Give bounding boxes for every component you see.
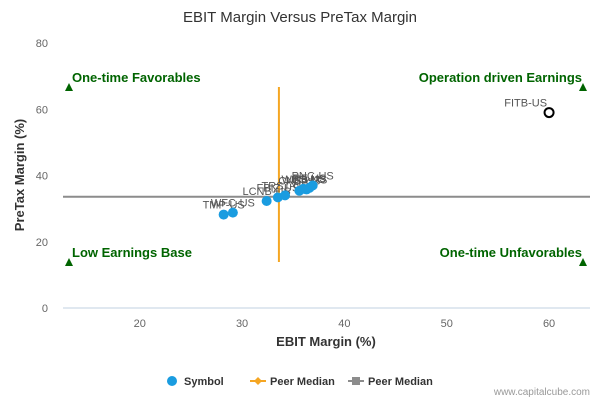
- x-ticks: 20 30 40 50 60: [134, 318, 556, 330]
- quadrant-label-bottom-right: One-time Unfavorables: [440, 245, 582, 260]
- quadrant-label-bottom-left: Low Earnings Base: [72, 245, 192, 260]
- x-axis-title: EBIT Margin (%): [276, 334, 376, 349]
- legend-diamond-icon: [254, 377, 262, 385]
- y-tick-label: 60: [36, 104, 48, 116]
- x-tick-label: 30: [236, 318, 248, 330]
- peer-median-lines: [63, 87, 590, 262]
- quadrant-marker-icon: [65, 83, 73, 91]
- y-ticks: 0 20 40 60 80: [36, 38, 48, 315]
- data-points: TMP-USWFC-USLCNB-USFBIZ-USTRST-USCNB-USW…: [203, 98, 555, 220]
- quadrant-label-top-right: Operation driven Earnings: [419, 70, 582, 85]
- legend-item-label: Peer Median: [270, 376, 335, 388]
- data-point[interactable]: [227, 207, 238, 218]
- data-point[interactable]: [218, 209, 229, 220]
- quadrant-marker-icon: [65, 258, 73, 266]
- chart-title: EBIT Margin Versus PreTax Margin: [183, 9, 417, 26]
- data-point[interactable]: [261, 196, 272, 207]
- y-tick-label: 40: [36, 171, 48, 183]
- data-point[interactable]: [280, 190, 291, 201]
- legend-square-icon: [352, 377, 360, 385]
- point-label: FBIZ-US: [257, 182, 300, 194]
- y-tick-label: 20: [36, 237, 48, 249]
- y-tick-label: 80: [36, 38, 48, 50]
- y-tick-label: 0: [42, 303, 48, 315]
- data-point[interactable]: [307, 180, 318, 191]
- point-label: FITB-US: [504, 98, 547, 110]
- legend-item-label: Symbol: [184, 376, 224, 388]
- quadrant-label-top-left: One-time Favorables: [72, 70, 201, 85]
- point-label: RF-US: [293, 173, 327, 185]
- quadrant-labels: One-time Favorables Operation driven Earn…: [65, 70, 587, 266]
- x-tick-label: 50: [441, 318, 453, 330]
- y-axis-title: PreTax Margin (%): [12, 119, 27, 231]
- point-label: PNC-US: [292, 170, 334, 182]
- x-tick-label: 60: [543, 318, 555, 330]
- quadrant-marker-icon: [579, 258, 587, 266]
- point-label: WFC-US: [211, 198, 255, 210]
- quadrant-marker-icon: [579, 83, 587, 91]
- legend-circle-icon: [167, 376, 177, 386]
- legend-item-label: Peer Median: [368, 376, 433, 388]
- x-tick-label: 20: [134, 318, 146, 330]
- legend: Symbol Peer Median Peer Median: [167, 376, 433, 388]
- credit-text: www.capitalcube.com: [493, 387, 590, 398]
- data-point[interactable]: [543, 107, 555, 119]
- x-tick-label: 40: [338, 318, 350, 330]
